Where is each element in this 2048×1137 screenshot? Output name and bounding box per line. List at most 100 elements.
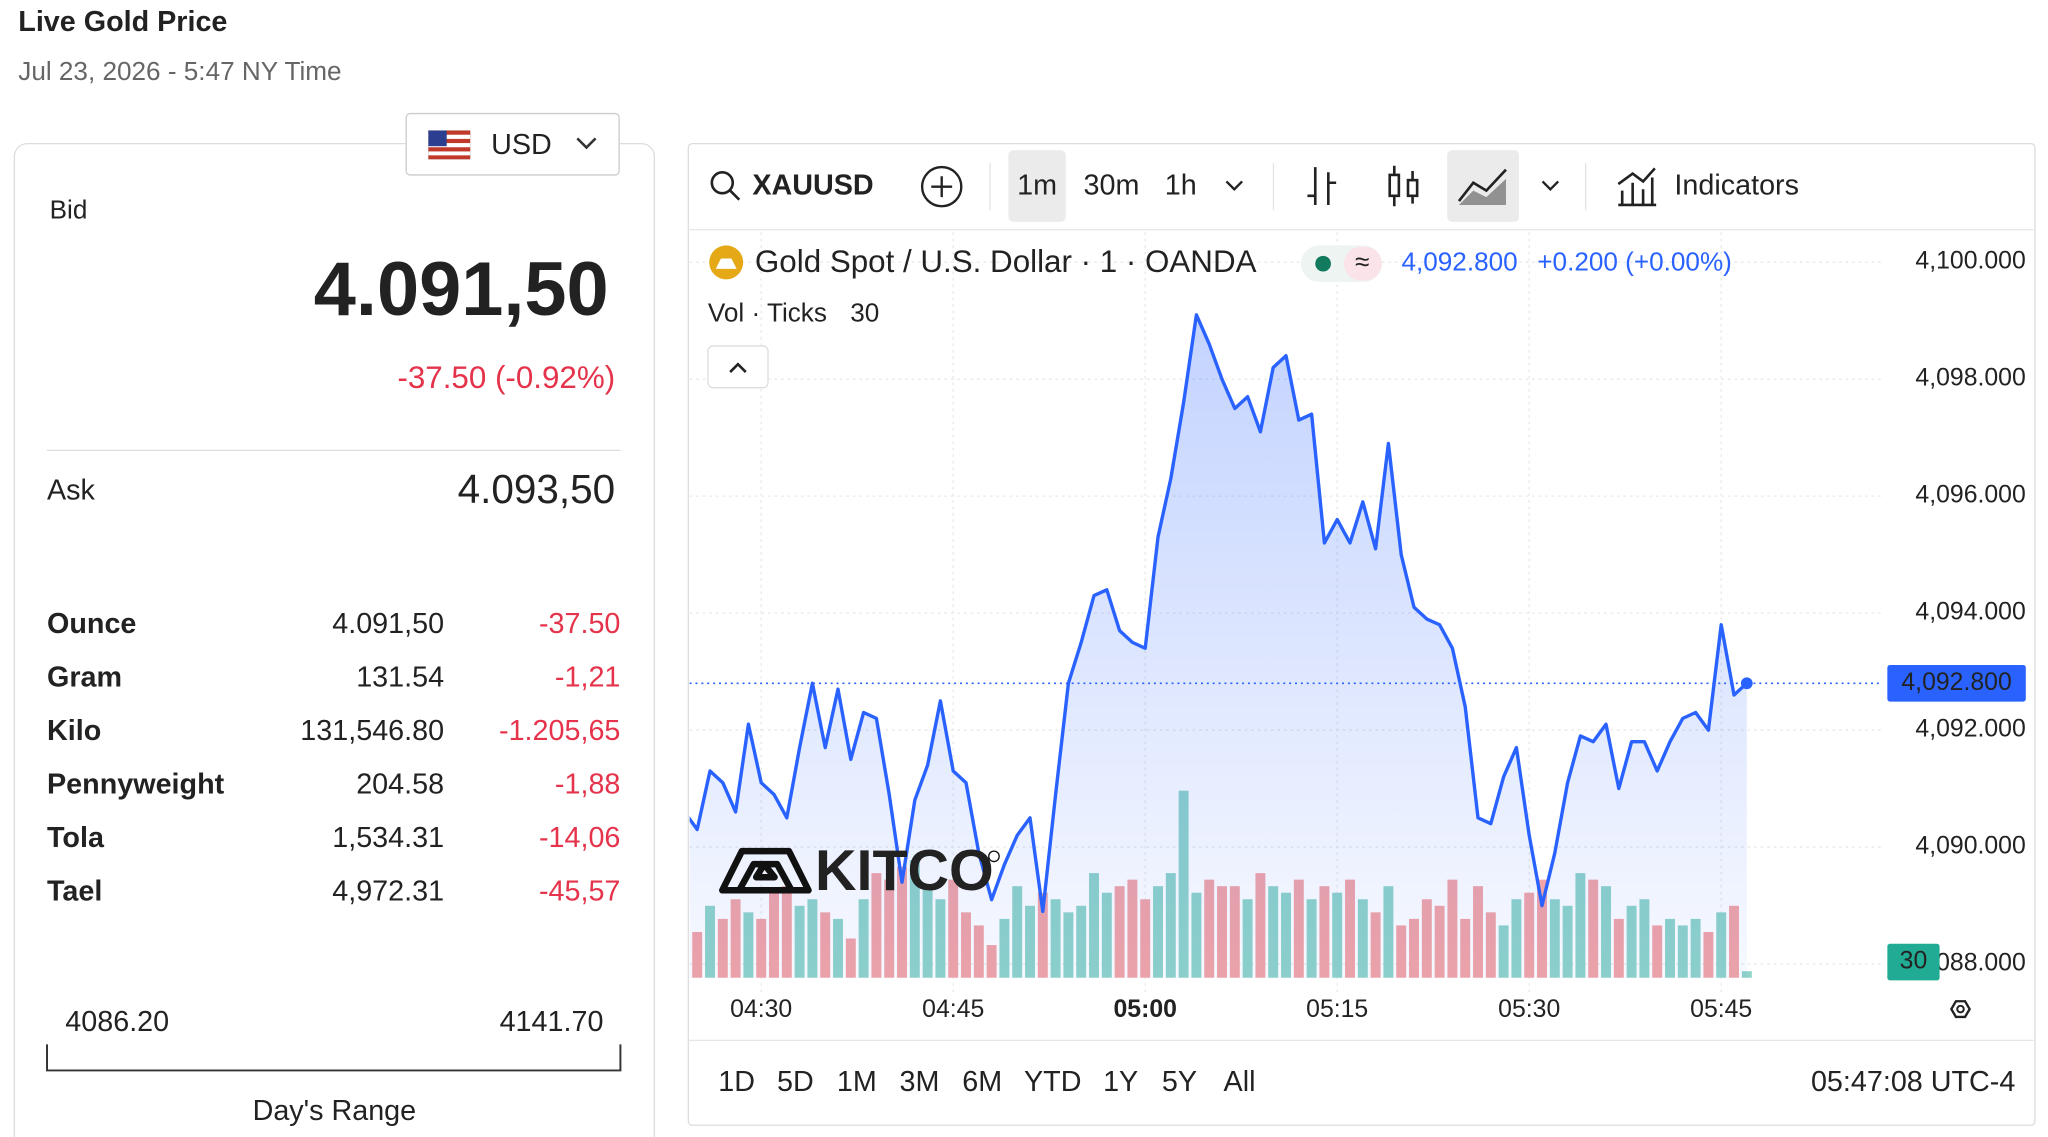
instrument-name: Gold Spot / U.S. Dollar · 1 · OANDA: [755, 244, 1257, 279]
y-tick-label: 4,092.000: [1915, 716, 2025, 743]
unit-name: Kilo: [47, 715, 101, 747]
delay-icon: ≈: [1355, 247, 1369, 277]
unit-name: Tola: [47, 822, 105, 854]
unit-price: 204.58: [356, 768, 444, 800]
price-badge: [1887, 665, 2026, 702]
volume-badge: [1887, 943, 1940, 981]
settings-button[interactable]: [1949, 1000, 1971, 1019]
unit-name: Tael: [47, 875, 102, 907]
unit-name: Gram: [47, 661, 122, 693]
plus-icon[interactable]: [920, 165, 963, 208]
watermark: KITCO: [719, 839, 1000, 903]
y-tick-label: 4,098.000: [1915, 365, 2025, 392]
range-tab[interactable]: 1D: [718, 1066, 755, 1098]
bid-label: Bid: [50, 194, 88, 224]
ask-label: Ask: [47, 475, 96, 507]
indicators-label[interactable]: Indicators: [1674, 169, 1799, 201]
interval[interactable]: 30m: [1084, 169, 1140, 201]
range-tab[interactable]: YTD: [1024, 1066, 1081, 1098]
ask-price: 4.093,50: [458, 466, 616, 512]
range-bar: [46, 1044, 622, 1072]
unit-price: 131,546.80: [300, 715, 444, 747]
volume-value: 30: [850, 297, 879, 327]
unit-name: Pennyweight: [47, 768, 225, 800]
settings-icon[interactable]: [1949, 1000, 1971, 1019]
active-style: [1447, 150, 1520, 222]
y-tick-label: 4,094.000: [1915, 599, 2025, 626]
unit-price: 131.54: [356, 661, 444, 693]
bid-price: 4.091,50: [314, 247, 609, 332]
chevron: [576, 137, 597, 150]
y-tick-label: 4,096.000: [1915, 482, 2025, 509]
bid-change: -37.50 (-0.92%): [397, 360, 615, 395]
bar-style-icon[interactable]: [1307, 167, 1337, 205]
area-style-icon[interactable]: [1457, 168, 1507, 202]
search-icon: [729, 189, 741, 201]
y-tick-label: 4,100.000: [1915, 248, 2025, 275]
registered-mark: [988, 850, 1000, 863]
currency: USD: [491, 129, 552, 161]
y-tick-label: 4,090.000: [1915, 833, 2025, 860]
price-change: +0.200 (+0.00%): [1537, 247, 1732, 277]
interval-menu[interactable]: [1225, 180, 1243, 191]
us-flag: [428, 130, 471, 160]
price-area: [689, 314, 1747, 978]
unit-table: Ounce 4.091,50 -37.50 Gram 131.54 -1,21 Kilo 13…: [47, 608, 620, 908]
range-tab[interactable]: 1M: [837, 1066, 877, 1098]
range-tab[interactable]: 5D: [777, 1066, 814, 1098]
range-label: Day's Range: [253, 1095, 417, 1127]
legend: Gold Spot / U.S. Dollar · 1 · OANDA ≈ 4,…: [707, 244, 1732, 389]
candle-style-icon[interactable]: [1388, 165, 1419, 207]
panel-frame: [13, 142, 656, 1137]
settings-icon: [1956, 1004, 1965, 1014]
x-tick-label: 04:30: [730, 996, 792, 1023]
currency-select[interactable]: USD: [405, 112, 620, 176]
unit-change: -1,21: [555, 661, 620, 693]
unit-change: -37.50: [539, 608, 620, 640]
volume-badge-label: 30: [1900, 948, 1928, 975]
price-line: [689, 313, 1748, 914]
unit-name: Ounce: [47, 608, 136, 640]
plot-area: 4,088.0004,090.0004,092.0004,094.0004,09…: [689, 232, 2026, 1023]
x-tick-label: 04:45: [922, 996, 984, 1023]
page-title: Live Gold Price: [18, 6, 227, 38]
x-tick-label: 05:30: [1498, 996, 1560, 1023]
symbol[interactable]: XAUUSD: [752, 169, 873, 201]
chart-widget: XAUUSD 1m 30m 1h: [687, 142, 2036, 1126]
interval[interactable]: 1h: [1165, 169, 1197, 201]
range-tabs: 1D 5D 1M 3M 6M YTD 1Y 5Y All: [718, 1066, 1255, 1098]
unit-price: 4,972.31: [332, 875, 444, 907]
kitco-wordmark: KITCO: [815, 839, 994, 903]
collapse-button[interactable]: [707, 345, 769, 389]
active-interval: [1008, 150, 1066, 222]
range-tab[interactable]: All: [1224, 1066, 1256, 1098]
x-tick-label: 05:00: [1113, 996, 1176, 1023]
compare-button[interactable]: [920, 165, 963, 208]
area-style-icon: [1458, 178, 1506, 205]
range-high: 4141.70: [500, 1006, 604, 1038]
range-tab[interactable]: 6M: [962, 1066, 1002, 1098]
unit-price: 1,534.31: [332, 822, 444, 854]
unit-change: -1.205,65: [499, 715, 620, 747]
range-tab[interactable]: 5Y: [1162, 1066, 1197, 1098]
indicators-icon: [1617, 167, 1657, 207]
search-icon: [710, 171, 735, 195]
last-point: [1740, 677, 1753, 690]
indicators-button[interactable]: Indicators: [1617, 167, 1799, 207]
range-tab[interactable]: 1Y: [1103, 1066, 1138, 1098]
price-badge-label: 4,092.800: [1901, 669, 2011, 696]
range-low: 4086.20: [65, 1006, 169, 1038]
interval[interactable]: 1m: [1017, 169, 1057, 201]
symbol-search[interactable]: XAUUSD: [710, 169, 874, 201]
gold-icon: [715, 258, 737, 269]
market-status: [1315, 255, 1331, 272]
plus-icon: [931, 176, 953, 198]
x-tick-label: 05:15: [1306, 996, 1368, 1023]
last-price: 4,092.800: [1401, 247, 1517, 277]
timestamp: Jul 23, 2026 - 5:47 NY Time: [18, 56, 341, 86]
unit-change: -45,57: [539, 875, 620, 907]
style-menu[interactable]: [1541, 180, 1560, 191]
range-tab[interactable]: 3M: [900, 1066, 940, 1098]
